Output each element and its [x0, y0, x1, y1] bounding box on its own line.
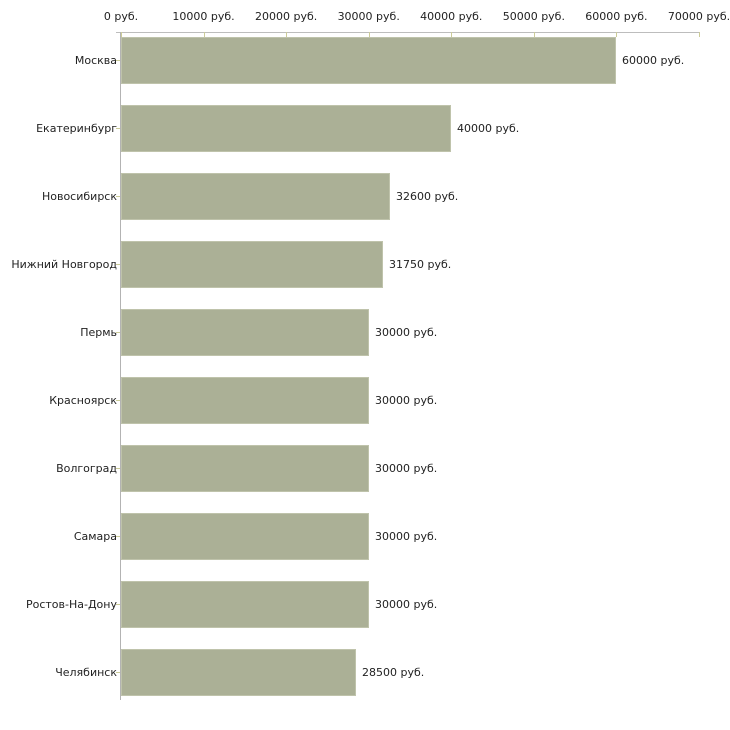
- bar-row: Екатеринбург 40000 руб.: [0, 105, 730, 152]
- value-label: 28500 руб.: [362, 666, 425, 679]
- x-axis-tick-mark: [533, 32, 535, 37]
- category-label: Челябинск: [55, 666, 117, 679]
- y-axis-tick-mark: [116, 128, 120, 129]
- bar: [121, 37, 616, 84]
- bar-row: Ростов-На-Дону 30000 руб.: [0, 581, 730, 628]
- value-label: 60000 руб.: [622, 54, 685, 67]
- y-axis-tick-mark: [116, 60, 120, 61]
- value-label: 32600 руб.: [396, 190, 459, 203]
- category-label: Нижний Новгород: [11, 258, 117, 271]
- x-axis-tick-mark: [699, 32, 700, 37]
- y-axis-tick-mark: [116, 468, 120, 469]
- bar-row: Пермь 30000 руб.: [0, 309, 730, 356]
- value-label: 30000 руб.: [375, 394, 438, 407]
- x-axis-tick-mark: [121, 32, 122, 37]
- bar: [121, 173, 390, 220]
- value-label: 40000 руб.: [457, 122, 520, 135]
- bar-row: Москва 60000 руб.: [0, 37, 730, 84]
- y-axis-tick-mark: [116, 196, 120, 197]
- x-axis-tick-label: 0 руб.: [103, 10, 139, 23]
- bar: [121, 241, 383, 288]
- x-axis-tick-mark: [368, 32, 370, 37]
- y-axis-tick-mark: [116, 264, 120, 265]
- value-label: 30000 руб.: [375, 530, 438, 543]
- bar: [121, 377, 369, 424]
- value-label: 30000 руб.: [375, 598, 438, 611]
- bar: [121, 649, 356, 696]
- category-label: Красноярск: [49, 394, 117, 407]
- value-label: 31750 руб.: [389, 258, 452, 271]
- x-axis-tick-label: 40000 руб.: [420, 10, 483, 23]
- bar-row: Челябинск 28500 руб.: [0, 649, 730, 696]
- x-axis-tick-label: 10000 руб.: [172, 10, 235, 23]
- bar-row: Красноярск 30000 руб.: [0, 377, 730, 424]
- bar: [121, 581, 369, 628]
- y-axis-tick-mark: [116, 536, 120, 537]
- y-axis-tick-mark: [116, 332, 120, 333]
- category-label: Волгоград: [56, 462, 117, 475]
- x-axis-tick-label: 50000 руб.: [502, 10, 565, 23]
- x-axis-tick-label: 20000 руб.: [255, 10, 318, 23]
- y-axis-tick-mark: [116, 672, 120, 673]
- bar: [121, 513, 369, 560]
- value-label: 30000 руб.: [375, 326, 438, 339]
- value-label: 30000 руб.: [375, 462, 438, 475]
- category-label: Пермь: [80, 326, 117, 339]
- bar: [121, 105, 451, 152]
- x-axis-tick-mark: [203, 32, 205, 37]
- x-axis-tick-label: 60000 руб.: [585, 10, 648, 23]
- x-axis-tick-mark: [616, 32, 618, 37]
- bar-row: Самара 30000 руб.: [0, 513, 730, 560]
- y-axis-line: [120, 32, 121, 700]
- bar: [121, 445, 369, 492]
- category-label: Самара: [73, 530, 117, 543]
- bar-row: Нижний Новгород 31750 руб.: [0, 241, 730, 288]
- category-label: Екатеринбург: [36, 122, 117, 135]
- x-axis-tick-label: 70000 руб.: [667, 10, 730, 23]
- bar-row: Новосибирск 32600 руб.: [0, 173, 730, 220]
- category-label: Новосибирск: [41, 190, 117, 203]
- x-axis-tick-label: 30000 руб.: [337, 10, 400, 23]
- x-axis-tick-mark: [451, 32, 453, 37]
- x-axis-tick-mark: [286, 32, 288, 37]
- x-axis-line: [116, 32, 699, 33]
- category-label: Ростов-На-Дону: [25, 598, 117, 611]
- y-axis-tick-mark: [116, 400, 120, 401]
- bar: [121, 309, 369, 356]
- y-axis-tick-mark: [116, 604, 120, 605]
- category-label: Москва: [74, 54, 117, 67]
- bar-row: Волгоград 30000 руб.: [0, 445, 730, 492]
